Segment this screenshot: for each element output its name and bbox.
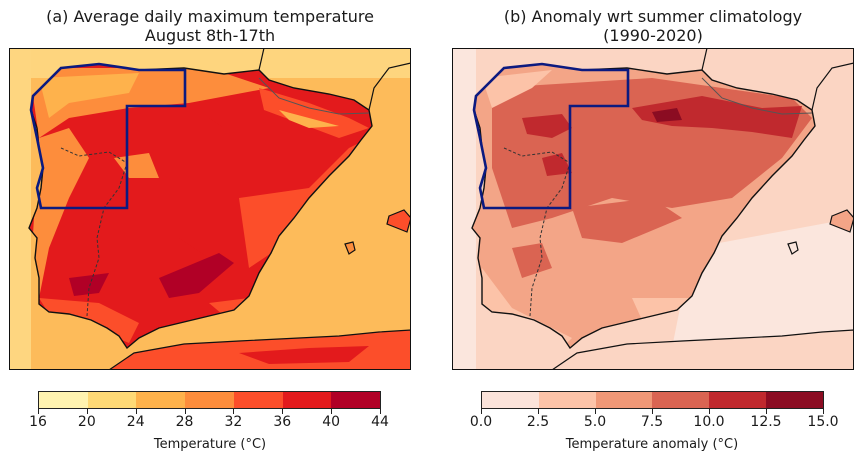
colorbar-temperature xyxy=(38,391,381,409)
colorbar-segment xyxy=(595,392,653,408)
colorbar-anomaly-label: Temperature anomaly (°C) xyxy=(565,437,739,452)
map-panel-a xyxy=(9,48,411,370)
colorbar-tick xyxy=(823,409,824,414)
colorbar-segment xyxy=(282,392,332,408)
study-region-box-a xyxy=(29,62,187,210)
colorbar-segment xyxy=(766,392,823,408)
colorbar-segment xyxy=(233,392,283,408)
spain-france-border-a xyxy=(258,77,370,115)
study-region-box-b xyxy=(472,62,630,210)
sea-b-west xyxy=(452,48,476,370)
colorbar-tick xyxy=(331,409,333,414)
panel-b-title-line1: (b) Anomaly wrt summer climatology xyxy=(503,7,803,26)
colorbar-segment xyxy=(136,392,186,408)
france-coast-a xyxy=(258,48,411,111)
colorbar-tick xyxy=(380,409,381,414)
colorbar-tick xyxy=(135,409,137,414)
colorbar-tick xyxy=(766,409,767,414)
colorbar-tick xyxy=(38,409,39,414)
map-a-frame xyxy=(9,48,411,370)
colorbar-tick-label: 24 xyxy=(126,414,145,430)
colorbar-tick-label: 2.5 xyxy=(526,414,550,430)
france-coast-b xyxy=(701,48,854,111)
colorbar-tick xyxy=(538,409,539,414)
panel-a-title-line2: August 8th-17th xyxy=(144,26,276,45)
map-b-frame xyxy=(452,48,854,370)
colorbar-tick-label: 40 xyxy=(322,414,341,430)
colorbar-tick-label: 0.0 xyxy=(469,414,493,430)
map-panel-b xyxy=(452,48,854,370)
sea-b-south xyxy=(672,218,854,348)
colorbar-segment xyxy=(87,392,137,408)
colorbar-segment xyxy=(709,392,767,408)
colorbar-tick xyxy=(86,409,88,414)
colorbar-tick-label: 15.0 xyxy=(807,414,839,430)
colorbar-segment xyxy=(652,392,710,408)
colorbar-segment xyxy=(39,392,88,408)
anomaly-contours-b xyxy=(482,70,812,348)
colorbar-tick-label: 10.0 xyxy=(693,414,725,430)
colorbar-tick xyxy=(595,409,596,414)
colorbar-anomaly xyxy=(481,391,824,409)
map-a-svg xyxy=(9,48,411,370)
colorbar-segment xyxy=(331,392,381,408)
panel-a-title: (a) Average daily maximum temperature Au… xyxy=(0,7,420,45)
colorbar-tick-label: 44 xyxy=(371,414,389,430)
ibiza-b xyxy=(787,241,799,255)
colorbar-segment xyxy=(538,392,596,408)
colorbar-tick-label: 5.0 xyxy=(583,414,607,430)
panel-b-title: (b) Anomaly wrt summer climatology (1990… xyxy=(443,7,860,45)
mallorca-b xyxy=(829,209,854,233)
panel-b-title-line2: (1990-2020) xyxy=(603,26,703,45)
colorbar-tick-label: 36 xyxy=(273,414,292,430)
ibiza-a xyxy=(344,241,356,255)
colorbar-segment xyxy=(482,392,539,408)
colorbar-tick-label: 12.5 xyxy=(750,414,782,430)
colorbar-tick-label: 16 xyxy=(29,414,47,430)
colorbar-tick-label: 7.5 xyxy=(640,414,664,430)
colorbar-tick xyxy=(282,409,284,414)
colorbar-tick xyxy=(652,409,653,414)
spain-france-border-b xyxy=(701,77,813,115)
colorbar-tick xyxy=(233,409,235,414)
africa-hot-a xyxy=(239,346,369,364)
map-b-svg xyxy=(452,48,854,370)
colorbar-tick-label: 20 xyxy=(77,414,96,430)
colorbar-tick-label: 28 xyxy=(175,414,194,430)
panel-a-title-line1: (a) Average daily maximum temperature xyxy=(46,7,374,26)
africa-coast-b xyxy=(550,329,854,370)
colorbar-tick xyxy=(184,409,186,414)
colorbar-tick xyxy=(709,409,710,414)
sea-a-west xyxy=(9,48,31,370)
colorbar-tick-label: 32 xyxy=(224,414,243,430)
colorbar-tick xyxy=(481,409,482,414)
colorbar-temperature-label: Temperature (°C) xyxy=(153,437,267,452)
mallorca-a xyxy=(386,209,411,233)
colorbar-segment xyxy=(185,392,234,408)
